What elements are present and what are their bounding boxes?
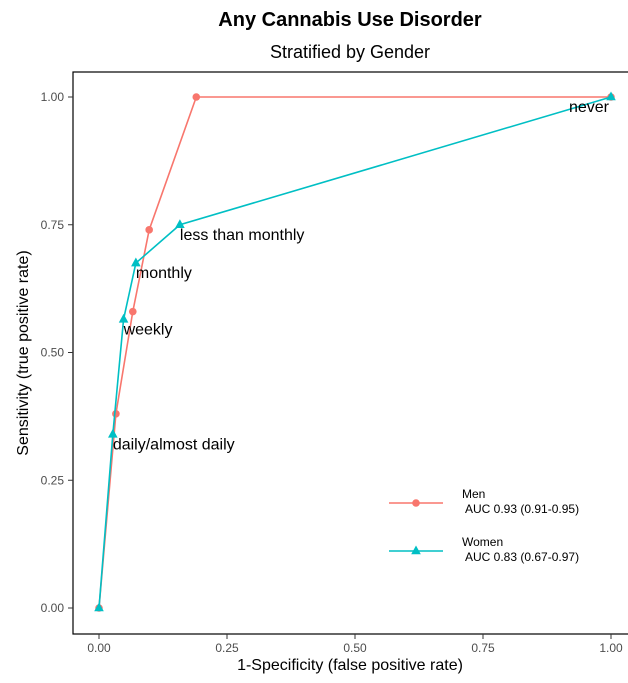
chart-subtitle: Stratified by Gender: [270, 42, 430, 62]
y-tick-label: 0.50: [41, 346, 65, 360]
data-point-men: [112, 410, 120, 418]
legend-swatch-marker: [411, 545, 421, 555]
x-tick-label: 0.25: [215, 641, 239, 655]
data-point-women: [94, 602, 104, 612]
series-line-women: [98, 96, 612, 609]
point-label: monthly: [136, 265, 192, 282]
point-label: daily/almost daily: [113, 436, 235, 453]
data-point-women: [606, 91, 616, 101]
point-label: never: [569, 99, 610, 116]
y-tick-label: 0.25: [41, 473, 65, 487]
point-label: less than monthly: [180, 227, 305, 244]
y-axis: 0.00 0.25 0.50 0.75 1.00: [41, 90, 73, 615]
x-tick-label: 0.50: [343, 641, 367, 655]
data-point-men: [128, 307, 137, 316]
series-men: [95, 93, 615, 612]
annotation-layer: daily/almost daily weekly monthly less than…: [113, 99, 610, 453]
x-axis-title: 1-Specificity (false positive rate): [237, 657, 463, 674]
legend-auc: AUC 0.83 (0.67-0.97): [465, 550, 579, 564]
data-point-women: [131, 257, 141, 267]
x-axis: 0.00 0.25 0.50 0.75 1.00: [87, 634, 623, 655]
data-point-women: [108, 428, 118, 438]
series-line-men: [98, 96, 611, 609]
legend-swatch-marker: [412, 499, 420, 507]
legend-auc: AUC 0.93 (0.91-0.95): [465, 502, 579, 516]
y-tick-label: 1.00: [41, 90, 65, 104]
x-tick-label: 1.00: [599, 641, 623, 655]
data-point-men: [192, 93, 201, 101]
point-label: weekly: [123, 321, 173, 338]
legend-label: Women: [462, 535, 503, 549]
y-tick-label: 0.00: [41, 601, 65, 615]
x-tick-label: 0.75: [471, 641, 495, 655]
data-point-men: [145, 226, 153, 234]
data-point-women: [118, 313, 129, 323]
series-layer: [94, 91, 616, 612]
y-tick-label: 0.75: [41, 218, 65, 232]
legend-label: Men: [462, 487, 485, 501]
x-tick-label: 0.00: [87, 641, 111, 655]
y-axis-title: Sensitivity (true positive rate): [15, 250, 32, 455]
chart-title: Any Cannabis Use Disorder: [218, 9, 482, 31]
data-point-women: [175, 219, 185, 229]
series-women: [94, 91, 616, 612]
